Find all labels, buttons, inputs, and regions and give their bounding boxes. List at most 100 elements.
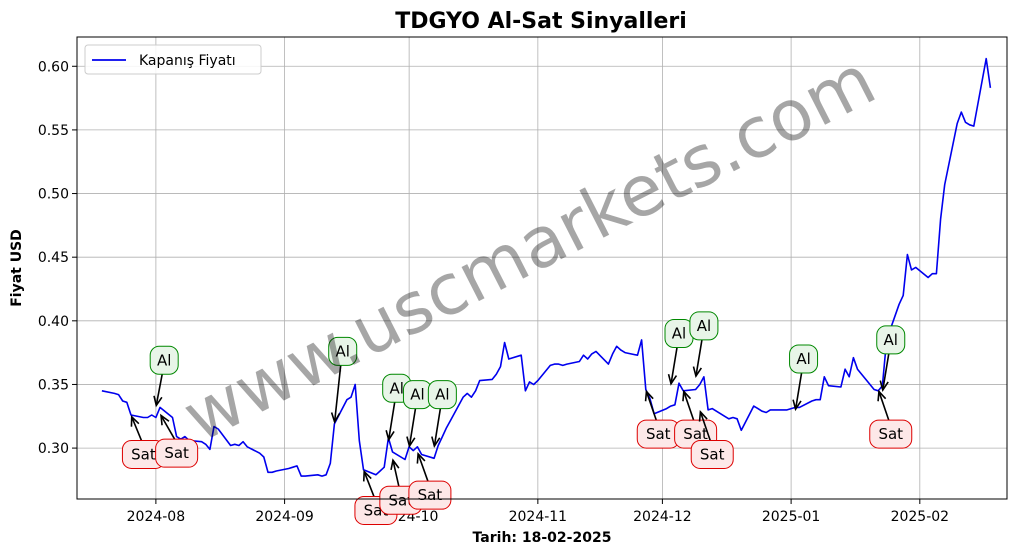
signal-arrow-head [879, 380, 889, 393]
signal-arrow-head [130, 415, 140, 427]
x-tick-label: 2025-01 [762, 509, 821, 525]
signal-arrow-head [416, 451, 426, 464]
signal-label: Al [389, 379, 403, 397]
signal-arrow-head [667, 374, 678, 386]
signal-arrow-shaft [333, 365, 342, 423]
signal-label: Sat [131, 445, 156, 463]
x-axis-label: Tarih: 18-02-2025 [473, 530, 612, 546]
signal-box [789, 344, 819, 374]
signal-arrow-shaft [130, 416, 143, 441]
signal-arrow-shaft [670, 347, 678, 384]
signal-label: Sat [418, 486, 443, 504]
signal-arrow-head [682, 389, 692, 402]
sell-signal: Sat [869, 389, 913, 449]
signal-box [328, 336, 358, 366]
signal-arrow-shaft [392, 460, 400, 487]
x-tick-label: 2024-09 [255, 509, 314, 525]
signal-arrow-shaft [160, 415, 176, 440]
signal-arrow-head [362, 469, 372, 482]
x-tick-label: 2024-12 [633, 509, 692, 525]
signal-arrow-shaft [433, 408, 442, 447]
signal-arrow-head [877, 389, 887, 402]
signal-label: Al [697, 317, 711, 335]
y-tick-label: 0.35 [38, 377, 69, 393]
signal-box [869, 419, 913, 449]
legend-box [84, 44, 262, 75]
grid [77, 37, 1007, 499]
signal-label: Al [435, 386, 449, 404]
signal-label: Sat [389, 491, 414, 509]
signal-box [408, 480, 452, 510]
buy-signal: Al [789, 344, 819, 412]
buy-signal: Al [876, 325, 906, 393]
buy-signal: Al [664, 319, 694, 386]
y-tick-label: 0.50 [38, 187, 69, 203]
signal-arrow-head [692, 366, 703, 379]
signal-arrow-shaft [363, 471, 375, 497]
signal-arrow-shaft [699, 411, 711, 441]
signal-arrow-head [698, 409, 708, 422]
annotations-layer: Sat Al Sat Al Sat Al Sat Al Sat Al Sat Al Sat Al Sat Al… [121, 311, 913, 525]
signal-arrow-head [644, 389, 654, 402]
series-layer [101, 57, 992, 477]
signal-label: Sat [878, 425, 903, 443]
buy-signal: Al [689, 311, 719, 379]
signal-label: Al [157, 351, 171, 369]
signal-box [149, 345, 179, 375]
signal-box [689, 311, 719, 341]
signal-label: Sat [646, 425, 671, 443]
signal-label: Al [884, 331, 898, 349]
signal-label: Sat [164, 444, 189, 462]
legend-label: Kapanış Fiyatı [139, 53, 236, 69]
signal-arrow-shaft [881, 353, 890, 391]
y-tick-label: 0.45 [38, 250, 69, 266]
sell-signal: Sat [636, 389, 680, 449]
signal-arrow-head [390, 458, 400, 471]
y-tick-label: 0.40 [38, 314, 69, 330]
buy-signal: Al [402, 380, 432, 449]
price-line [101, 57, 992, 477]
signal-label: Sat [700, 445, 725, 463]
y-tick-label: 0.60 [38, 59, 69, 75]
y-tick-label: 0.55 [38, 123, 69, 139]
signal-arrow-shaft [155, 374, 163, 406]
sell-signal: Sat [155, 413, 199, 468]
signal-box [427, 380, 457, 410]
x-tick-label: 2025-02 [891, 509, 950, 525]
signal-label: Al [796, 350, 810, 368]
signal-label: Al [335, 342, 349, 360]
signal-arrow-head [431, 436, 441, 449]
signal-arrow-head [160, 413, 170, 426]
buy-signal: Al [328, 336, 358, 424]
signal-arrow-shaft [645, 391, 658, 421]
y-tick-label: 0.30 [38, 441, 69, 457]
plot-frame [76, 36, 1008, 500]
signal-arrow-head [153, 395, 163, 408]
signal-arrow-head [792, 399, 802, 412]
chart-title: TDGYO Al-Sat Sinyalleri [395, 9, 687, 34]
sell-signal: Sat [408, 451, 452, 510]
signal-box [690, 439, 734, 469]
signal-box [155, 438, 199, 468]
signal-arrow-shaft [695, 339, 703, 377]
signal-arrow-shaft [408, 408, 417, 447]
signal-label: Sat [683, 425, 708, 443]
signal-arrow-shaft [878, 391, 890, 421]
x-tick-label: 2024-08 [127, 509, 186, 525]
signal-box [876, 325, 906, 355]
signal-arrow-shaft [417, 453, 429, 482]
sell-signal: Sat [121, 415, 165, 469]
signal-arrow-head [385, 430, 395, 442]
signal-arrow-shaft [387, 402, 396, 440]
legend: Kapanış Fiyatı [84, 44, 262, 75]
x-tick-label: 2024-11 [509, 509, 568, 525]
buy-signal: Al [427, 380, 457, 449]
sell-signal: Sat [690, 409, 734, 469]
signal-arrow-shaft [683, 391, 695, 421]
y-axis-label: Fiyat USD [9, 229, 25, 307]
signal-arrow-head [406, 436, 416, 449]
buy-signal: Al [149, 345, 179, 408]
signal-label: Al [672, 325, 686, 343]
signal-arrow-shaft [794, 372, 803, 410]
